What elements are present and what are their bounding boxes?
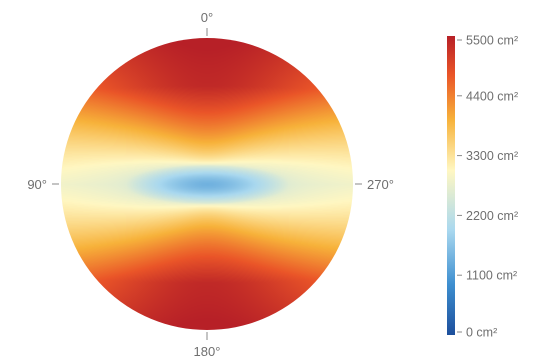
angle-label-right: 270° <box>367 177 394 192</box>
angle-label-left: 90° <box>27 177 47 192</box>
colorbar-label-4: 4400 cm² <box>466 89 518 103</box>
colorbar-label-0: 0 cm² <box>466 326 497 340</box>
colorbar-label-2: 2200 cm² <box>466 209 518 223</box>
colorbar-label-3: 3300 cm² <box>466 149 518 163</box>
heat-field <box>61 38 353 330</box>
colorbar-gradient <box>447 36 455 335</box>
colorbar-ticks: 0 cm² 1100 cm² 2200 cm² 3300 cm² 4400 cm² 550… <box>457 34 518 340</box>
colorbar-label-5: 5500 cm² <box>466 34 518 48</box>
colorbar-label-1: 1100 cm² <box>466 269 517 283</box>
colorbar: 0 cm² 1100 cm² 2200 cm² 3300 cm² 4400 cm² 550… <box>447 34 518 340</box>
heat-disc <box>61 38 353 330</box>
angle-ticks <box>52 28 362 340</box>
angle-label-top: 0° <box>201 10 213 25</box>
angle-label-bottom: 180° <box>194 344 221 359</box>
